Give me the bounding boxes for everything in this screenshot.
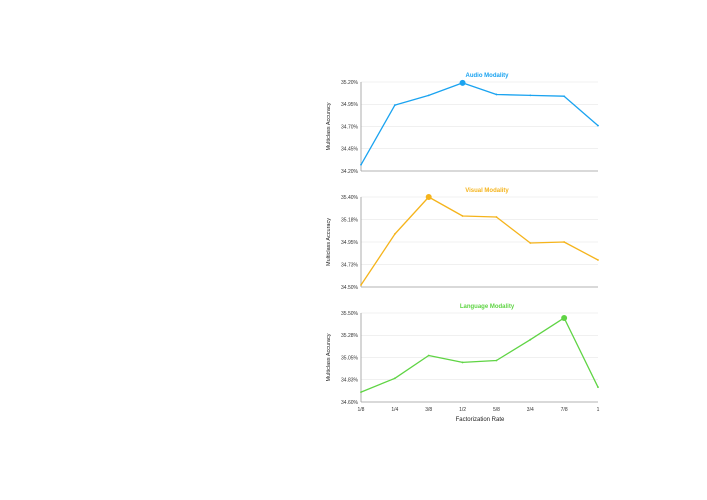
data-point [529,94,532,97]
data-point [563,241,566,243]
y-axis-label: Multiclass Accuracy [326,102,332,150]
panel-title: Language Modality [460,304,515,310]
data-point [495,93,498,96]
highlight-point [459,79,466,86]
data-point [360,284,362,286]
y-tick-label: 34.95% [341,102,359,108]
data-point [529,338,532,341]
data-point [495,359,498,362]
y-tick-label: 35.05% [341,355,359,361]
chart-panel-1: 35.20% 34.95% 34.70% 34.45% 34.20% Audio Moda… [326,73,599,175]
data-point [393,377,396,380]
data-point [427,94,430,97]
x-tick-label: 5/8 [493,407,500,413]
x-tick-label: 3/8 [425,407,432,413]
panel-title: Audio Modality [466,73,510,79]
data-point [360,391,362,394]
x-tick-label: 1 [597,407,600,413]
chart-panel-3: 35.50% 35.28% 35.05% 34.83% 34.60% Language M… [326,304,600,413]
data-point [597,124,599,127]
data-point [597,259,599,261]
y-tick-label: 35.20% [341,80,359,86]
data-point [563,95,566,98]
panel-title: Visual Modality [465,188,509,194]
series-line [360,317,599,393]
series-line [360,196,599,286]
data-point [393,104,396,107]
chart-panel-2: 35.40% 35.18% 34.95% 34.73% 34.50% Visual Mod… [326,188,599,291]
y-tick-label: 34.45% [341,147,359,153]
x-axis-label: Factorization Rate [456,417,505,423]
y-axis-label: Multiclass Accuracy [326,218,332,266]
y-tick-label: 34.50% [341,285,359,291]
y-tick-label: 34.83% [341,378,359,384]
series-line [360,82,599,166]
y-tick-label: 34.73% [341,262,359,268]
x-tick-label: 1/2 [459,407,466,413]
y-tick-label: 35.50% [341,311,359,317]
data-point [597,386,599,389]
y-tick-label: 35.18% [341,217,359,223]
x-tick-label: 1/8 [358,407,365,413]
data-point [427,354,430,357]
y-tick-label: 34.20% [341,169,359,175]
y-axis-label: Multiclass Accuracy [326,333,332,381]
data-point [461,215,464,217]
x-tick-label: 3/4 [527,407,534,413]
y-tick-label: 35.40% [341,195,359,201]
y-tick-label: 35.28% [341,333,359,339]
highlight-point [561,314,568,321]
y-tick-label: 34.95% [341,240,359,246]
data-point [495,216,498,218]
x-tick-label: 7/8 [561,407,568,413]
highlight-point [425,194,432,200]
data-point [461,361,464,364]
y-tick-label: 34.60% [341,400,359,406]
data-point [529,242,532,244]
data-point [360,163,362,166]
y-tick-label: 34.70% [341,124,359,130]
data-point [393,233,396,235]
x-tick-label: 1/4 [391,407,398,413]
